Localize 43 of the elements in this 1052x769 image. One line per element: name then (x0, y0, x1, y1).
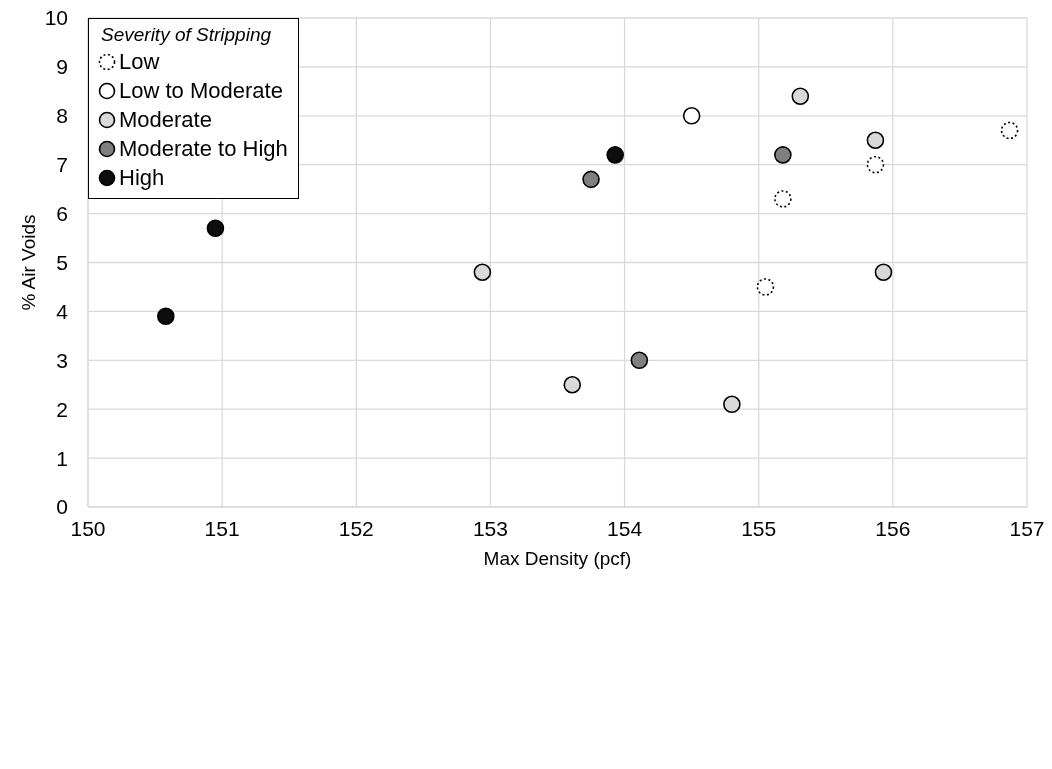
x-tick-label: 152 (338, 516, 374, 540)
legend-label: High (119, 164, 165, 192)
y-tick-label: 0 (56, 495, 68, 519)
point (682, 107, 701, 125)
point (582, 170, 600, 189)
legend-label: Moderate (119, 106, 212, 134)
x-axis-title: Max Density (pcf) (483, 548, 632, 569)
y-tick-label: 10 (44, 6, 68, 30)
x-tick-label: 154 (607, 516, 643, 540)
y-axis-title: % Air Voids (17, 214, 39, 311)
point (866, 155, 885, 174)
x-tick-label: 157 (1009, 516, 1045, 540)
x-tick-label: 156 (875, 516, 911, 540)
point (874, 263, 893, 282)
point (206, 219, 225, 238)
point (563, 375, 582, 394)
point (791, 87, 810, 106)
legend-title: Severity of Stripping (100, 23, 273, 47)
y-tick-label: 8 (56, 104, 68, 128)
x-tick-label: 151 (204, 516, 240, 540)
y-tick-label: 1 (56, 446, 68, 470)
y-tick-label: 3 (56, 348, 68, 372)
point (473, 263, 492, 282)
legend-label: Low to Moderate (119, 77, 283, 105)
y-tick-label: 7 (56, 153, 68, 177)
point (606, 146, 624, 164)
point (723, 395, 741, 414)
x-tick-label: 155 (741, 516, 777, 540)
y-tick-label: 5 (56, 250, 68, 274)
y-tick-label: 6 (56, 202, 68, 226)
legend-label: Low (119, 48, 160, 76)
x-tick-label: 153 (472, 516, 508, 540)
y-tick-label: 2 (56, 397, 68, 421)
y-tick-label: 9 (56, 55, 68, 79)
x-tick-label: 150 (70, 516, 106, 540)
legend-label: Moderate to High (119, 135, 288, 163)
point (756, 278, 775, 296)
point (774, 146, 792, 164)
point (630, 351, 649, 370)
point (157, 307, 175, 326)
point (866, 131, 885, 150)
point (1000, 121, 1019, 140)
y-tick-label: 4 (56, 299, 69, 323)
